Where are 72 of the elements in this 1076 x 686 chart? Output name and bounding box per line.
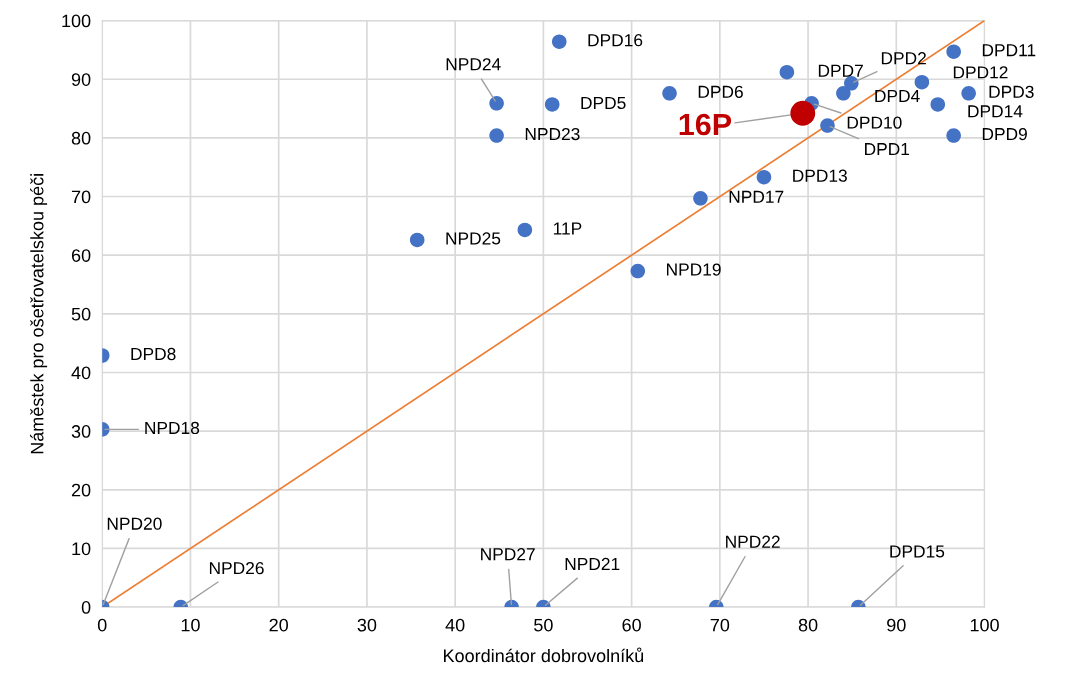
annotation: DPD10 <box>847 116 902 129</box>
point <box>930 97 946 112</box>
annotation: NPD27 <box>481 548 535 561</box>
x-tick-label: 20 <box>269 618 289 632</box>
annotation: NPD25 <box>446 232 501 245</box>
x-tick-label: 30 <box>357 618 377 632</box>
y-tick-label: 80 <box>71 131 91 145</box>
point <box>946 44 961 59</box>
annotation: NPD20 <box>107 517 162 530</box>
annotation: DPD12 <box>953 66 1008 79</box>
y-tick-label: 20 <box>71 483 91 497</box>
point <box>630 263 646 279</box>
annotation: DPD14 <box>968 105 1023 118</box>
point <box>914 74 930 90</box>
series-label: 16P <box>679 113 732 136</box>
annotation: NPD17 <box>729 190 784 203</box>
y-tick-label: 50 <box>71 307 91 321</box>
y-tick-label: 90 <box>71 73 91 86</box>
point <box>489 96 504 111</box>
point <box>489 128 504 143</box>
annotation: DPD9 <box>982 127 1027 141</box>
y-tick-label: 30 <box>71 425 91 438</box>
annotation: DPD3 <box>989 85 1034 98</box>
y-tick-label: 0 <box>81 601 91 614</box>
annotation: DPD15 <box>890 545 945 558</box>
annotation: DPD11 <box>982 44 1036 57</box>
x-axis-title: Koordinátor dobrovolníků <box>443 647 644 663</box>
point <box>946 128 961 143</box>
annotation: NPD19 <box>666 263 721 276</box>
x-tick-label: 40 <box>445 618 465 632</box>
annotation: NPD23 <box>525 127 580 141</box>
x-tick-label: 100 <box>970 618 999 632</box>
annotation: NPD21 <box>565 557 620 570</box>
point <box>961 86 976 101</box>
x-tick-label: 50 <box>534 618 553 632</box>
annotation: DPD6 <box>698 85 743 98</box>
annotation: NPD18 <box>145 421 200 435</box>
annotation: DPD2 <box>881 52 926 65</box>
x-tick-label: 90 <box>887 618 906 632</box>
y-tick-label: 40 <box>71 366 91 380</box>
point <box>836 86 851 101</box>
annotation: NPD22 <box>726 535 780 548</box>
point <box>517 222 533 238</box>
point <box>779 64 795 80</box>
y-tick-label: 60 <box>71 249 91 262</box>
x-tick-label: 80 <box>798 618 818 632</box>
annotation: NPD24 <box>446 58 501 71</box>
x-tick-label: 70 <box>710 618 730 632</box>
point <box>790 100 816 126</box>
annotation: DPD4 <box>875 90 920 102</box>
y-tick-label: 100 <box>62 14 91 28</box>
x-tick-label: 60 <box>622 618 641 632</box>
point <box>409 232 425 248</box>
y-tick-label: 10 <box>72 542 91 556</box>
annotation: NPD26 <box>209 561 264 575</box>
point <box>662 86 677 101</box>
annotation: DPD1 <box>865 143 910 156</box>
annotation: DPD5 <box>581 97 626 110</box>
point <box>820 118 835 133</box>
annotation: DPD16 <box>588 34 643 47</box>
annotation: 11P <box>553 222 582 235</box>
x-tick-label: 0 <box>97 618 107 632</box>
point <box>544 97 560 112</box>
annotation: DPD7 <box>818 64 863 77</box>
y-axis-title: Náměstek pro ošetřovatelskou péči <box>30 174 48 454</box>
point <box>693 191 708 206</box>
y-tick-label: 70 <box>71 190 91 204</box>
point <box>756 169 772 185</box>
x-tick-label: 10 <box>181 618 200 632</box>
point <box>551 34 567 49</box>
annotation: DPD8 <box>131 347 176 361</box>
annotation: DPD13 <box>793 169 847 182</box>
